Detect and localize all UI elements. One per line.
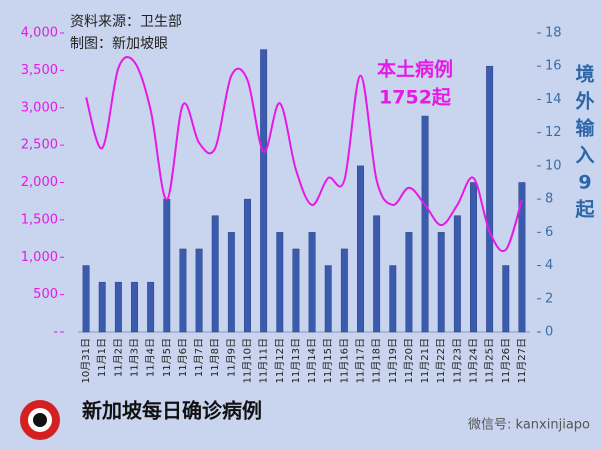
bar	[227, 232, 235, 333]
x-tick-label: 11月24日	[468, 338, 480, 383]
bar	[437, 232, 445, 333]
y-tick-label: 3,000	[21, 100, 58, 115]
bar	[244, 198, 251, 333]
x-tick-label: 11月27日	[516, 338, 528, 383]
bar-annotation: 境	[575, 63, 594, 86]
x-tick-label: 11月1日	[96, 338, 108, 377]
x-tick-label: 11月14日	[306, 338, 318, 383]
bar	[211, 215, 219, 333]
logo	[20, 400, 60, 440]
x-tick-label: 11月26日	[500, 338, 512, 383]
x-tick-label: 11月2日	[112, 338, 124, 377]
bar	[308, 232, 316, 333]
x-tick-label: 11月8日	[209, 338, 221, 377]
x-tick-label: 11月25日	[484, 338, 496, 383]
bar	[82, 265, 90, 333]
bar-annotation: 输	[575, 117, 595, 140]
bar	[260, 49, 268, 333]
x-tick-label: 11月12日	[274, 338, 286, 383]
y2-tick-label: 0	[545, 325, 553, 340]
y2-tick-label: 18	[545, 26, 562, 41]
y2-tick-label: 4	[545, 258, 553, 273]
y2-tick-label: 14	[545, 92, 562, 107]
y-tick-label: 3,500	[21, 63, 58, 78]
y-tick-label: 1,500	[21, 212, 58, 227]
bar	[163, 198, 171, 333]
x-tick-label: 11月21日	[419, 338, 431, 383]
line-annotation: 本土病例	[377, 58, 453, 81]
x-tick-label: 11月4日	[145, 338, 157, 377]
bar	[373, 215, 381, 333]
x-tick-label: 11月15日	[322, 338, 334, 383]
bar	[195, 248, 203, 333]
bar	[324, 265, 332, 333]
bar	[98, 281, 106, 333]
x-tick-label: 10月31日	[80, 338, 92, 383]
watermark: 微信号: kanxinjiapo	[468, 418, 590, 433]
y-tick-label: 2,500	[21, 138, 58, 153]
bar	[147, 281, 155, 333]
line	[85, 56, 523, 253]
x-tick-label: 11月11日	[258, 338, 270, 383]
bar	[389, 265, 397, 333]
y2-tick-label: 12	[545, 125, 562, 140]
y-tick-label: 4,000	[21, 26, 58, 41]
credit: 制图：新加坡眼	[70, 36, 168, 52]
bar-annotation: 外	[575, 90, 594, 113]
bar	[114, 281, 122, 333]
x-tick-label: 11月13日	[290, 338, 302, 383]
bar	[486, 65, 494, 333]
y-tick-label: 1,000	[21, 250, 58, 265]
bar	[421, 115, 429, 333]
x-tick-label: 11月9日	[225, 338, 237, 377]
bar	[276, 232, 284, 333]
x-tick-label: 11月19日	[387, 338, 399, 383]
y2-tick-label: 16	[545, 59, 562, 74]
bar	[131, 281, 138, 333]
x-tick-label: 11月10日	[242, 338, 254, 383]
y2-tick-label: 8	[545, 192, 553, 207]
y2-tick-label: 6	[545, 225, 553, 240]
bar	[453, 215, 461, 333]
x-tick-label: 11月7日	[193, 338, 205, 377]
bar	[405, 232, 413, 333]
bar	[340, 248, 348, 333]
bar	[357, 165, 364, 333]
x-tick-label: 11月22日	[435, 338, 447, 383]
bar	[292, 248, 300, 333]
x-tick-label: 11月6日	[177, 338, 189, 377]
bar	[179, 248, 187, 333]
y-tick-label: 2,000	[21, 175, 58, 190]
x-tick-label: 11月16日	[338, 338, 350, 383]
y2-tick-label: 10	[545, 158, 562, 173]
y-tick-label: -	[53, 325, 58, 340]
x-tick-label: 11月18日	[371, 338, 383, 383]
bar	[502, 265, 510, 333]
y2-tick-label: 2	[545, 291, 553, 306]
bar-annotation: 9	[578, 172, 591, 194]
x-tick-label: 11月5日	[161, 338, 173, 377]
bar	[518, 182, 526, 333]
x-tick-label: 11月3日	[129, 338, 141, 377]
x-tick-label: 11月20日	[403, 338, 415, 383]
x-tick-label: 11月23日	[451, 338, 463, 383]
bar	[470, 182, 477, 333]
x-tick-label: 11月17日	[355, 338, 367, 383]
bar-annotation: 起	[574, 199, 595, 221]
bar-annotation: 入	[575, 145, 594, 167]
y-tick-label: 500	[33, 287, 58, 302]
chart-title: 新加坡每日确诊病例	[82, 399, 262, 423]
source: 资料来源：卫生部	[70, 14, 182, 30]
line-annotation: 1752起	[379, 87, 452, 109]
